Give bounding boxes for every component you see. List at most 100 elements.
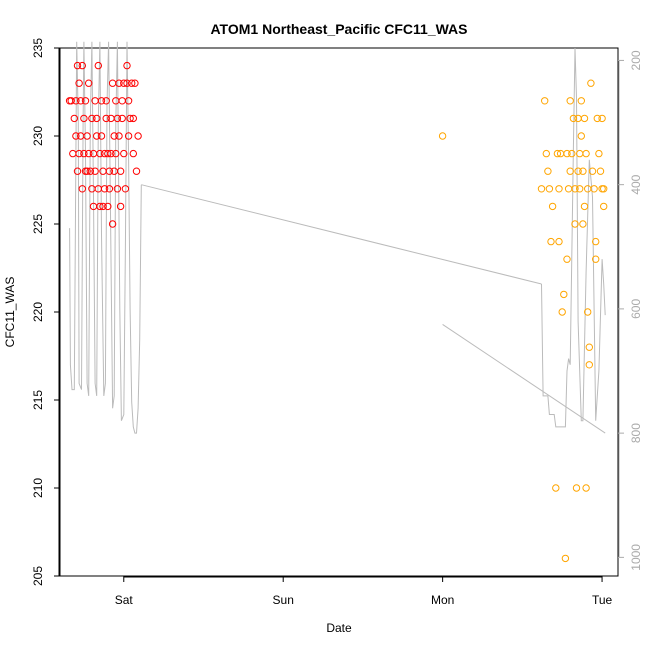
data-point: [560, 290, 568, 299]
data-point: [93, 114, 101, 123]
data-point: [86, 167, 95, 175]
data-point: [547, 237, 555, 246]
data-point: [580, 114, 589, 123]
y-tick-label: 215: [31, 390, 45, 410]
x-tick-label: Tue: [592, 593, 613, 607]
data-point: [572, 484, 581, 492]
data-point: [120, 149, 128, 158]
data-point: [566, 97, 574, 105]
data-point: [91, 167, 99, 175]
data-point: [88, 114, 96, 123]
data-point: [577, 97, 585, 105]
data-point: [93, 132, 101, 140]
x-tick-label: Mon: [431, 593, 454, 607]
data-point: [555, 185, 563, 193]
data-point: [576, 185, 584, 193]
data-point: [580, 202, 589, 211]
data-point: [70, 114, 79, 123]
data-point: [561, 554, 570, 563]
data-point: [96, 149, 104, 158]
data-point: [577, 132, 585, 140]
x-axis: Sat Sun Mon Tue: [115, 576, 613, 607]
data-point: [75, 79, 83, 87]
data-point: [542, 149, 550, 158]
data-point: [593, 114, 601, 123]
data-point: [113, 185, 122, 193]
data-point: [123, 61, 131, 70]
data-point: [598, 114, 606, 123]
right-tick-label: 1000: [629, 544, 643, 571]
data-point: [75, 149, 83, 158]
data-point: [105, 185, 114, 193]
data-point: [94, 61, 103, 70]
data-point: [553, 149, 562, 158]
data-point: [595, 149, 603, 158]
data-point: [576, 149, 584, 158]
data-point: [121, 185, 130, 193]
y-tick-label: 205: [31, 566, 45, 586]
plot-frame: [59, 47, 619, 577]
y-axis-label: CFC11_WAS: [3, 277, 17, 348]
data-point: [541, 97, 549, 105]
data-point: [552, 484, 560, 492]
data-point: [545, 185, 554, 193]
data-point: [113, 114, 122, 123]
data-point: [100, 185, 109, 193]
data-point: [548, 202, 557, 211]
data-point: [73, 167, 82, 175]
data-point: [72, 132, 80, 140]
data-point: [78, 185, 87, 193]
data-point: [555, 237, 563, 246]
data-point: [129, 149, 138, 158]
data-point: [118, 114, 126, 123]
data-point: [600, 202, 608, 211]
data-point: [118, 97, 126, 105]
data-point: [104, 149, 112, 158]
trace-line-flight-2: [541, 47, 606, 428]
data-point: [600, 185, 608, 193]
data-point: [85, 149, 93, 158]
data-point: [592, 237, 600, 246]
data-point: [571, 185, 579, 193]
data-point: [115, 132, 123, 140]
data-point: [120, 79, 128, 87]
y-tick-label: 225: [31, 214, 45, 234]
data-point: [592, 255, 600, 263]
data-point: [85, 79, 93, 87]
data-point: [81, 97, 90, 105]
data-point: [105, 167, 114, 175]
data-point: [115, 79, 123, 87]
x-tick-label: Sat: [115, 593, 134, 607]
data-point: [563, 149, 571, 158]
data-point: [96, 202, 104, 211]
data-point: [67, 97, 75, 105]
data-point: [80, 114, 88, 123]
trace-line-flight-1: [69, 41, 142, 434]
y-tick-label: 235: [31, 38, 45, 58]
data-point: [569, 114, 578, 123]
data-point: [585, 343, 593, 351]
data-point: [129, 114, 138, 123]
data-point: [102, 97, 110, 105]
data-point: [69, 149, 77, 158]
data-point: [587, 79, 595, 87]
data-point: [582, 149, 590, 158]
data-point: [110, 132, 118, 140]
data-point: [558, 308, 566, 316]
data-point: [104, 202, 112, 211]
data-point: [574, 114, 582, 123]
data-point: [588, 167, 597, 175]
data-point: [97, 97, 106, 105]
data-point: [590, 185, 598, 193]
right-tick-label: 400: [629, 174, 643, 194]
data-point: [108, 79, 117, 87]
data-point: [126, 114, 134, 123]
data-point: [77, 97, 85, 105]
data-point: [83, 167, 91, 175]
right-tick-label: 800: [629, 423, 643, 443]
data-point: [108, 220, 117, 228]
data-point: [582, 484, 590, 492]
data-point: [116, 202, 125, 211]
data-point: [124, 97, 133, 105]
